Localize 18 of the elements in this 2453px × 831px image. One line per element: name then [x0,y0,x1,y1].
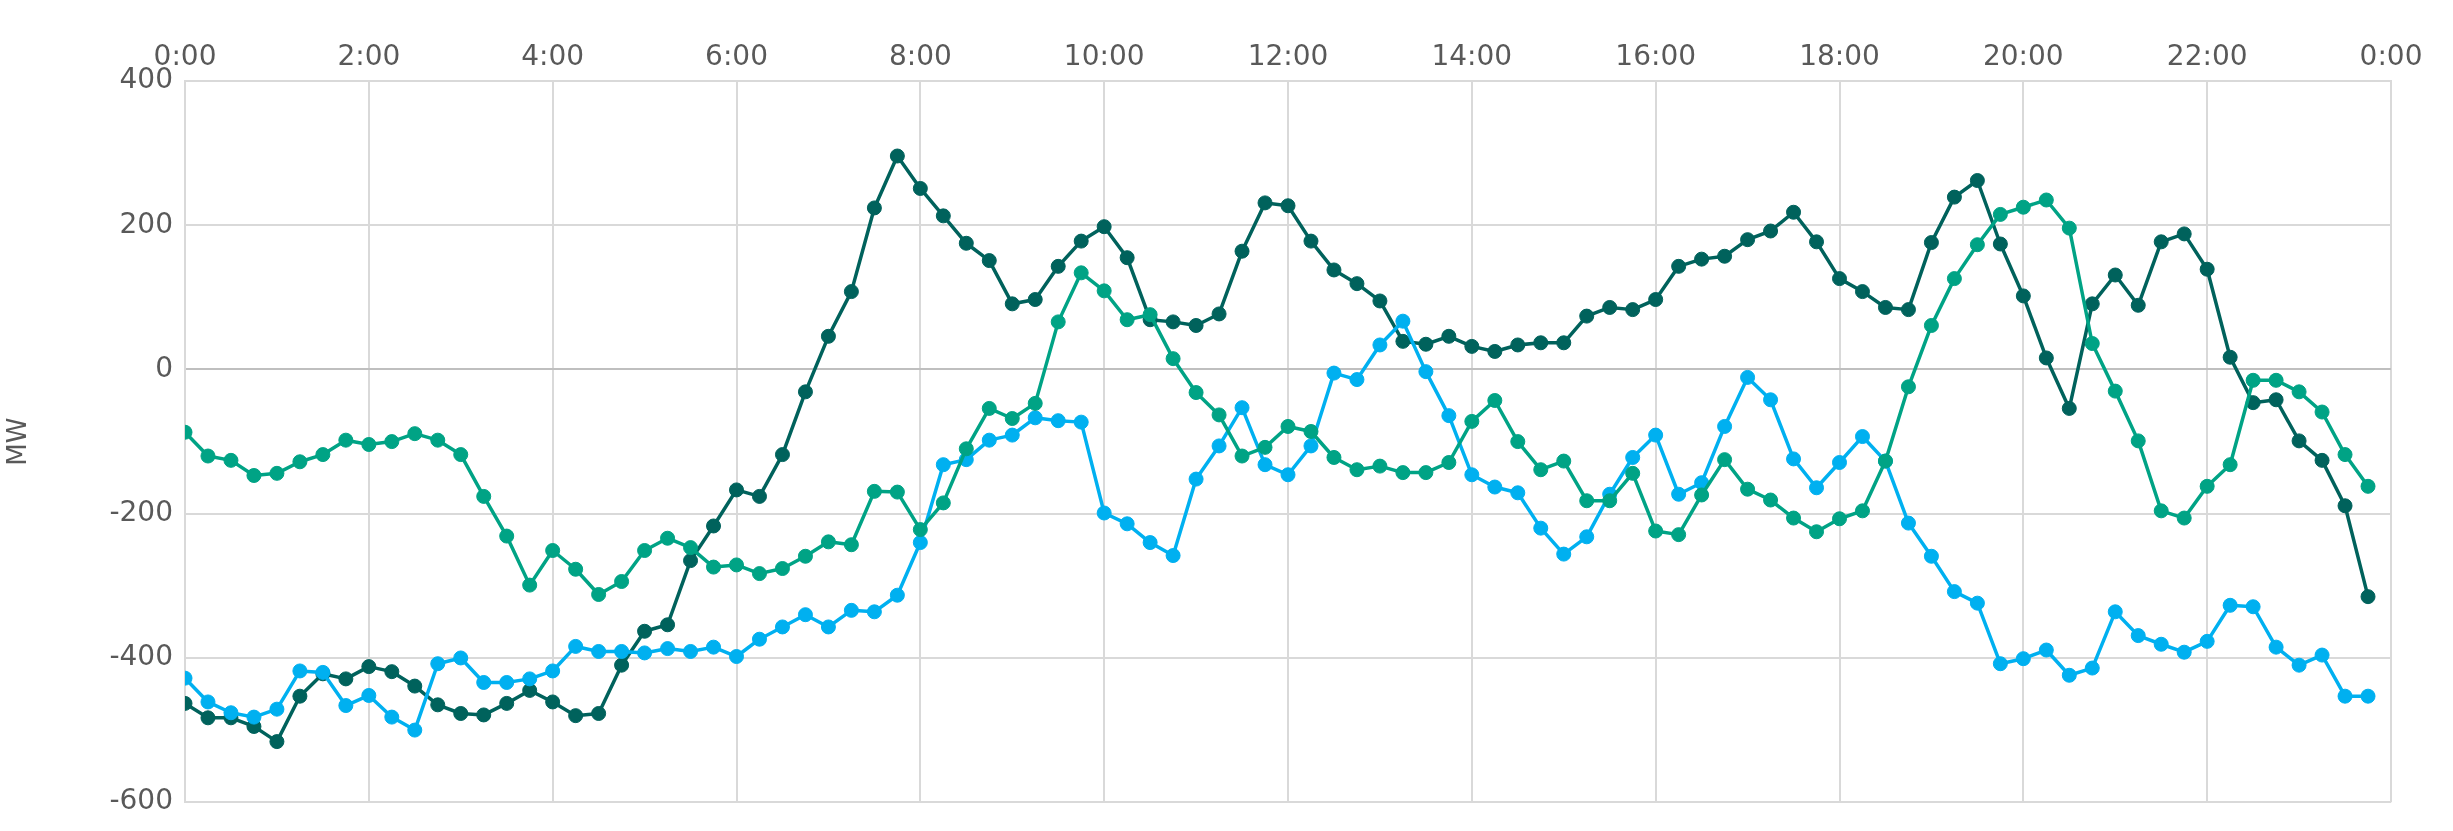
x-tick-label: 10:00 [1063,39,1145,73]
y-axis-title: MW [2,417,33,466]
x-tick-label: 18:00 [1799,39,1880,73]
x-tick-label: 2:00 [337,39,401,73]
x-tick-label: 14:00 [1431,39,1513,73]
x-tick-label: 16:00 [1615,39,1697,73]
y-tick-label: 200 [119,206,173,240]
y-tick-label: -200 [109,495,173,528]
x-tick-label: 0:00 [2359,39,2423,73]
y-tick-label: -600 [109,783,173,817]
x-tick-label: 6:00 [705,39,768,73]
x-tick-label: 8:00 [888,39,952,73]
x-tick-label: 20:00 [1982,39,2064,73]
y-tick-label: 0 [155,350,173,384]
x-tick-label: 4:00 [521,39,585,73]
y-tick-label: -400 [109,639,173,673]
x-tick-label: 22:00 [2166,39,2248,73]
x-tick-label: 12:00 [1247,39,1329,73]
